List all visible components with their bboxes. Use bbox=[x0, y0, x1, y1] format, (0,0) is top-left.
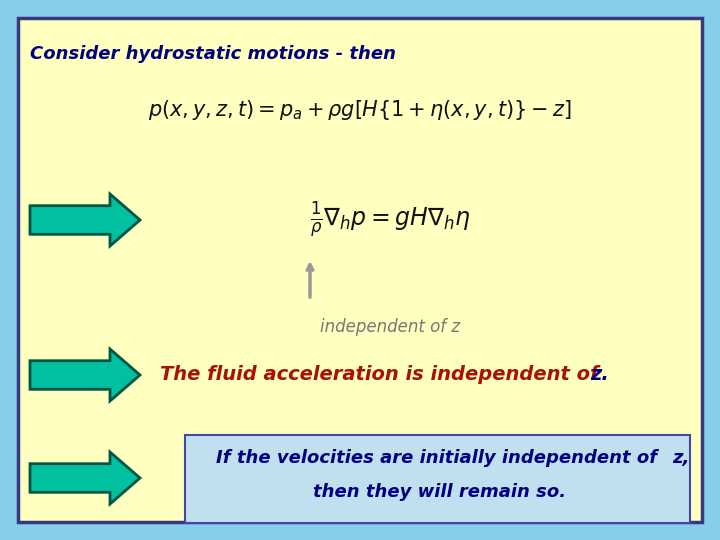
Text: z,: z, bbox=[672, 449, 689, 467]
Text: $\frac{1}{\rho}\nabla_h p = gH\nabla_h \eta$: $\frac{1}{\rho}\nabla_h p = gH\nabla_h \… bbox=[310, 200, 470, 240]
FancyBboxPatch shape bbox=[18, 18, 702, 522]
Text: If the velocities are initially independent of: If the velocities are initially independ… bbox=[216, 449, 664, 467]
Text: then they will remain so.: then they will remain so. bbox=[313, 483, 567, 501]
Text: The fluid acceleration is independent of: The fluid acceleration is independent of bbox=[160, 366, 606, 384]
Text: Consider hydrostatic motions - then: Consider hydrostatic motions - then bbox=[30, 45, 396, 63]
FancyArrow shape bbox=[30, 194, 140, 246]
FancyArrow shape bbox=[30, 452, 140, 504]
FancyBboxPatch shape bbox=[185, 435, 690, 523]
FancyArrow shape bbox=[30, 349, 140, 401]
Text: z.: z. bbox=[590, 366, 608, 384]
Text: $p(x, y, z, t) = p_a + \rho g[H\{1 + \eta(x, y, t)\} - z]$: $p(x, y, z, t) = p_a + \rho g[H\{1 + \et… bbox=[148, 98, 572, 122]
Text: independent of z: independent of z bbox=[320, 318, 460, 336]
